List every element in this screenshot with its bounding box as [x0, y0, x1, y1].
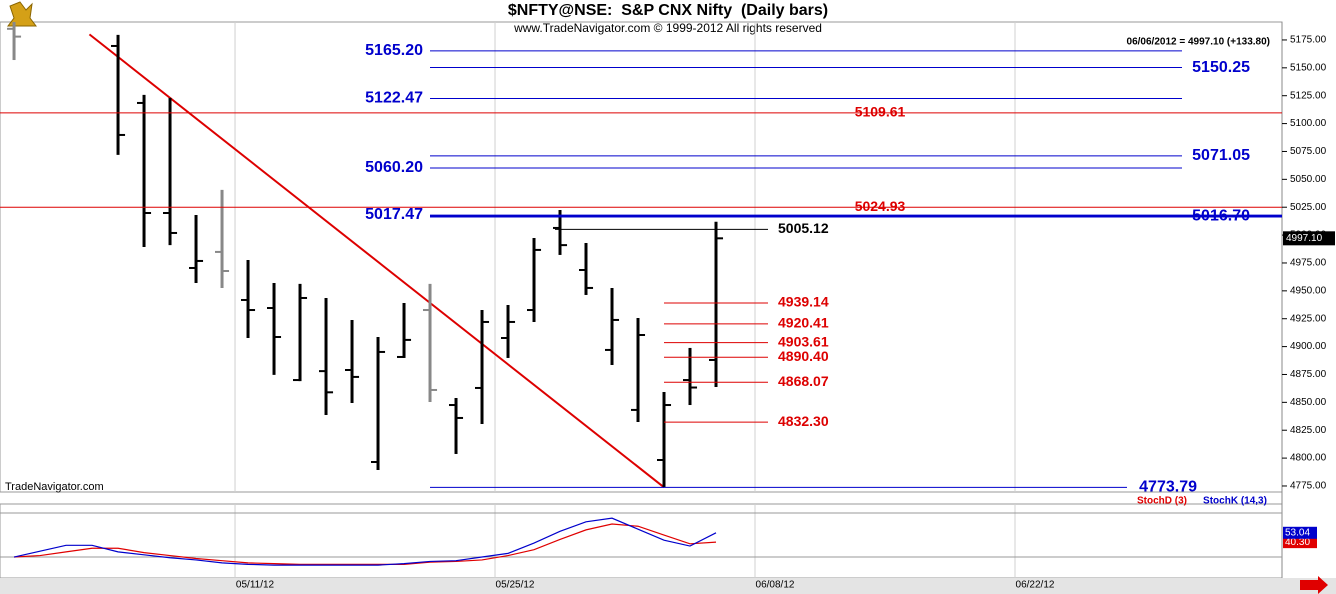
y-tick-label: 4800.00	[1290, 453, 1327, 464]
level-label: 4868.07	[778, 373, 829, 389]
info: 06/06/2012 = 4997.10 (+133.80)	[1127, 37, 1270, 48]
stoch-panel	[0, 503, 1283, 579]
y-tick-label: 4950.00	[1290, 285, 1327, 296]
date-strip	[0, 578, 1336, 594]
x-tick-label: 05/25/12	[496, 580, 535, 591]
x-tick-label: 06/08/12	[756, 580, 795, 591]
level-label: 4832.30	[778, 413, 829, 429]
logo	[7, 1, 37, 27]
price-plot	[7, 22, 910, 489]
price-panel	[0, 21, 1283, 493]
chart-title: $NFTY@NSE: S&P CNX Nifty (Daily bars)	[508, 2, 828, 19]
stoch-plot	[13, 517, 717, 566]
y-tick-label: 5175.00	[1290, 35, 1327, 46]
level-label: 4890.40	[778, 348, 829, 364]
stoch-last-label: 53.04	[1285, 527, 1310, 538]
last-price-box	[1283, 231, 1335, 246]
level-label: 4939.14	[778, 294, 829, 310]
x-tick-label: 06/22/12	[1016, 580, 1055, 591]
y-tick-label: 4775.00	[1290, 481, 1327, 492]
y-tick-label: 5025.00	[1290, 202, 1327, 213]
level-label: 5060.20	[365, 159, 423, 176]
trendline	[88, 33, 665, 489]
chart-subtitle: www.TradeNavigator.com © 1999-2012 All r…	[513, 21, 822, 35]
stoch-line	[13, 517, 717, 566]
y-tick-label: 4825.00	[1290, 425, 1327, 436]
last-price-label: 4997.10	[1286, 233, 1323, 244]
y-tick-label: 4925.00	[1290, 313, 1327, 324]
y-tick-label: 4975.00	[1290, 258, 1327, 269]
level-label: 5005.12	[778, 220, 829, 236]
level-label: 5017.47	[365, 206, 423, 223]
legend-entry: StochD (3)	[1137, 496, 1187, 507]
y-tick-label: 5075.00	[1290, 146, 1327, 157]
y-tick-label: 4850.00	[1290, 397, 1327, 408]
level-label: 5150.25	[1192, 59, 1250, 76]
y-tick-label: 4875.00	[1290, 369, 1327, 380]
level-label: 4773.79	[1139, 479, 1197, 496]
stoch-line	[14, 523, 717, 565]
level-label: 4920.41	[778, 315, 829, 331]
level-label: 5071.05	[1192, 147, 1250, 164]
level-label: 5165.20	[365, 42, 423, 59]
level-label: 4903.61	[778, 333, 829, 349]
stoch-last-box	[1283, 526, 1317, 539]
level-label: 5109.61	[855, 104, 906, 120]
stoch-last-box	[1283, 536, 1317, 549]
watermark: TradeNavigator.com	[5, 481, 104, 493]
y-tick-label: 5125.00	[1290, 90, 1327, 101]
level-label: 5016.70	[1192, 208, 1250, 225]
level-label: 5024.93	[855, 198, 906, 214]
y-tick-label: 5150.00	[1290, 62, 1327, 73]
y-tick-label: 4900.00	[1290, 341, 1327, 352]
y-tick-label: 5050.00	[1290, 174, 1327, 185]
y-tick-label: 5100.00	[1290, 118, 1327, 129]
scroll-arrow[interactable]	[1300, 576, 1328, 594]
legend-entry: StochK (14,3)	[1203, 496, 1267, 507]
stoch-last-label: 40.30	[1285, 537, 1310, 548]
level-label: 5122.47	[365, 90, 423, 107]
x-tick-label: 05/11/12	[236, 580, 275, 591]
